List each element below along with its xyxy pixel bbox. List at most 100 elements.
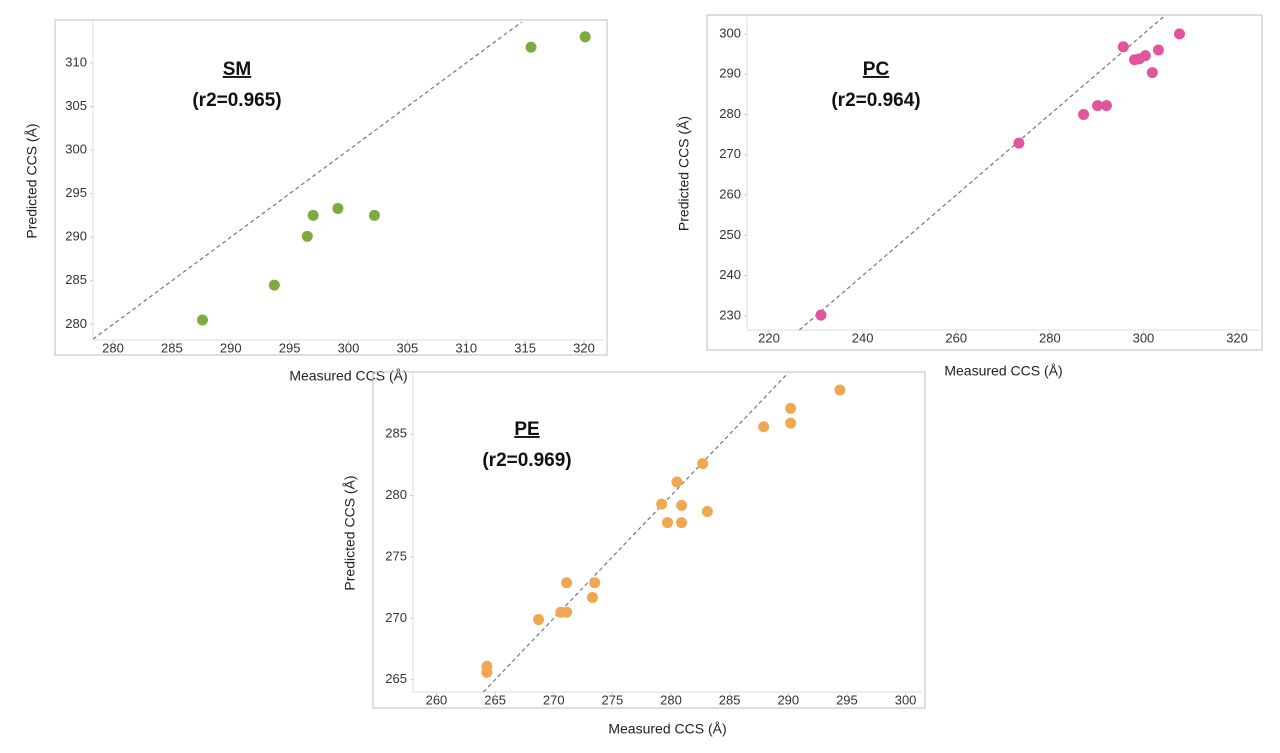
data-point (656, 498, 668, 510)
data-point (1100, 100, 1112, 112)
chart-panel: 260 265 270 275 280 285 290 295 300 265 270 275 280 2… (342, 371, 926, 737)
x-tick-label: 300 (895, 692, 917, 707)
y-tick-label: 280 (385, 487, 407, 502)
data-point (1078, 108, 1090, 120)
chart-frame (54, 19, 608, 356)
x-tick-label: 310 (455, 340, 477, 355)
y-tick-label: 280 (719, 106, 741, 121)
data-point (815, 309, 827, 321)
data-point (785, 417, 797, 429)
y-tick-label: 265 (385, 671, 407, 686)
y-tick-label: 285 (385, 426, 407, 441)
data-point (676, 517, 688, 529)
data-point (1139, 50, 1151, 62)
x-tick-label: 290 (220, 340, 242, 355)
data-point (589, 577, 601, 589)
x-axis-title: Measured CCS (Å) (289, 368, 407, 384)
data-point (532, 614, 544, 626)
data-point (301, 230, 313, 242)
y-tick-label: 290 (719, 66, 741, 81)
x-tick-label: 285 (161, 340, 183, 355)
x-tick-label: 240 (852, 330, 874, 345)
data-point (481, 666, 493, 678)
x-tick-label: 220 (758, 330, 780, 345)
y-tick-label: 275 (385, 548, 407, 563)
identity-line (799, 16, 1164, 331)
x-tick-label: 270 (543, 692, 565, 707)
y-axis-title: Predicted CCS (Å) (676, 116, 692, 231)
y-tick-label: 260 (719, 186, 741, 201)
chart-frame (706, 14, 1263, 351)
y-tick-label: 300 (65, 142, 87, 157)
y-tick-label: 305 (65, 98, 87, 113)
chart-panel: 280 285 290 295 300 305 310 315 320 280 285 290 295 3… (24, 19, 608, 384)
x-axis-title: Measured CCS (Å) (944, 363, 1062, 379)
x-tick-label: 280 (1039, 330, 1061, 345)
data-point (332, 202, 344, 214)
y-tick-label: 250 (719, 227, 741, 242)
y-tick-label: 270 (719, 146, 741, 161)
x-tick-label: 315 (514, 340, 536, 355)
x-axis-title: Measured CCS (Å) (608, 721, 726, 737)
x-tick-label: 260 (426, 692, 448, 707)
data-point (586, 591, 598, 603)
data-point (579, 31, 591, 43)
data-point (1173, 28, 1185, 40)
y-axis-title: Predicted CCS (Å) (24, 123, 40, 238)
data-point (662, 517, 673, 529)
data-point (671, 476, 683, 488)
x-tick-label: 295 (836, 692, 858, 707)
data-point (307, 209, 319, 221)
x-tick-label: 300 (338, 340, 360, 355)
x-tick-label: 320 (573, 340, 595, 355)
identity-line (482, 373, 788, 693)
data-point (701, 506, 713, 518)
data-point (1146, 67, 1158, 79)
y-tick-label: 300 (719, 25, 741, 40)
x-tick-label: 290 (777, 692, 799, 707)
chart-frame (372, 371, 926, 709)
x-tick-label: 280 (660, 692, 682, 707)
x-tick-label: 295 (279, 340, 301, 355)
data-point (561, 577, 573, 589)
data-point (268, 279, 280, 291)
data-point (1013, 137, 1025, 149)
data-point (197, 314, 208, 326)
data-point (834, 384, 846, 396)
data-point (368, 209, 380, 221)
y-tick-label: 295 (65, 185, 87, 200)
data-point (785, 402, 797, 414)
series-label: PC (863, 59, 890, 80)
data-point (1152, 44, 1164, 56)
y-tick-label: 280 (65, 316, 87, 331)
data-point (1117, 41, 1129, 53)
x-tick-label: 285 (719, 692, 741, 707)
series-label: SM (223, 59, 252, 80)
y-tick-label: 240 (719, 267, 741, 282)
x-tick-label: 275 (602, 692, 624, 707)
data-point (1092, 100, 1104, 112)
y-tick-label: 230 (719, 307, 741, 322)
x-tick-label: 320 (1226, 330, 1248, 345)
x-tick-label: 280 (102, 340, 124, 355)
y-tick-label: 285 (65, 272, 87, 287)
y-tick-label: 270 (385, 610, 407, 625)
r2-annotation: (r2=0.965) (192, 90, 281, 111)
chart-panel: 220 240 260 280 300 320 230 240 250 260 270 280 290 3… (676, 14, 1263, 379)
y-axis-title: Predicted CCS (Å) (342, 475, 358, 590)
y-tick-label: 290 (65, 229, 87, 244)
data-point (758, 421, 770, 433)
r2-annotation: (r2=0.969) (482, 450, 571, 471)
x-tick-label: 260 (945, 330, 967, 345)
identity-line (92, 21, 522, 340)
x-tick-label: 300 (1133, 330, 1155, 345)
data-point (697, 458, 709, 470)
x-tick-label: 265 (484, 692, 506, 707)
x-tick-label: 305 (397, 340, 419, 355)
data-point (525, 41, 537, 53)
y-tick-label: 310 (65, 54, 87, 69)
r2-annotation: (r2=0.964) (831, 90, 920, 111)
series-label: PE (514, 419, 539, 440)
data-point (676, 499, 688, 511)
